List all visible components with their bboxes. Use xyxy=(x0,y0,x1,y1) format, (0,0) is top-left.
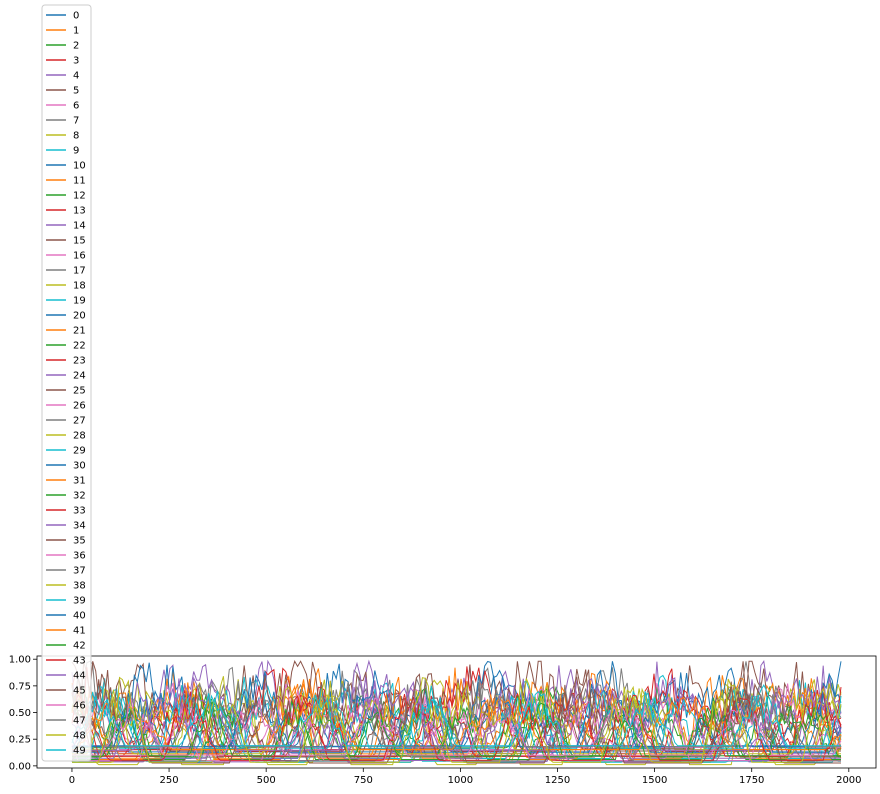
legend-label-6: 6 xyxy=(73,101,79,112)
x-tick-label: 500 xyxy=(257,775,276,786)
legend-label-1: 1 xyxy=(73,26,79,37)
x-tick-label: 1250 xyxy=(545,775,570,786)
legend: 0123456789101112131415161718192021222324… xyxy=(41,4,92,762)
legend-label-30: 30 xyxy=(73,461,86,472)
legend-label-33: 33 xyxy=(73,506,86,517)
legend-label-44: 44 xyxy=(73,671,86,682)
y-tick-label: 1.00 xyxy=(9,655,31,666)
series-line-43 xyxy=(71,692,842,761)
legend-label-19: 19 xyxy=(73,296,86,307)
y-tick-label: 0.00 xyxy=(9,761,31,772)
legend-label-22: 22 xyxy=(73,341,86,352)
legend-label-47: 47 xyxy=(73,716,86,727)
series-line-20 xyxy=(72,663,842,747)
legend-label-36: 36 xyxy=(73,551,86,562)
series-layer xyxy=(71,659,842,766)
legend-label-9: 9 xyxy=(73,146,79,157)
legend-label-39: 39 xyxy=(73,596,86,607)
x-tick-label: 750 xyxy=(354,775,373,786)
x-tick-label: 2000 xyxy=(836,775,861,786)
legend-label-15: 15 xyxy=(73,236,86,247)
x-tick-label: 1000 xyxy=(448,775,473,786)
legend-label-18: 18 xyxy=(73,281,86,292)
legend-label-7: 7 xyxy=(73,116,79,127)
legend-label-46: 46 xyxy=(73,701,86,712)
series-line-48 xyxy=(72,676,842,763)
series-line-49 xyxy=(71,690,841,747)
plot-frame xyxy=(36,655,877,769)
legend-label-4: 4 xyxy=(73,71,79,82)
legend-label-3: 3 xyxy=(73,56,79,67)
legend-label-16: 16 xyxy=(73,251,86,262)
y-tick-label: 0.50 xyxy=(9,708,31,719)
legend-label-25: 25 xyxy=(73,386,86,397)
series-line-30 xyxy=(72,696,842,753)
x-tick-label: 0 xyxy=(69,775,75,786)
legend-box xyxy=(41,4,92,762)
series-line-39 xyxy=(72,684,842,749)
series-line-21 xyxy=(71,679,842,755)
legend-label-0: 0 xyxy=(73,11,79,22)
legend-label-8: 8 xyxy=(73,131,79,142)
legend-label-27: 27 xyxy=(73,416,86,427)
series-line-17 xyxy=(72,679,842,757)
series-line-8 xyxy=(71,690,842,766)
y-tick-label: 0.75 xyxy=(9,681,31,692)
legend-label-10: 10 xyxy=(73,161,86,172)
legend-label-43: 43 xyxy=(73,656,86,667)
legend-label-49: 49 xyxy=(73,746,86,757)
legend-label-37: 37 xyxy=(73,566,86,577)
legend-label-5: 5 xyxy=(73,86,79,97)
legend-label-12: 12 xyxy=(73,191,86,202)
legend-label-40: 40 xyxy=(73,611,86,622)
series-line-41 xyxy=(72,692,842,750)
legend-label-23: 23 xyxy=(73,356,86,367)
legend-label-31: 31 xyxy=(73,476,86,487)
legend-label-29: 29 xyxy=(73,446,86,457)
legend-label-11: 11 xyxy=(73,176,86,187)
legend-label-42: 42 xyxy=(73,641,86,652)
legend-label-13: 13 xyxy=(73,206,86,217)
legend-label-34: 34 xyxy=(73,521,86,532)
y-tick-label: 0.25 xyxy=(9,735,31,746)
legend-label-45: 45 xyxy=(73,686,86,697)
legend-label-21: 21 xyxy=(73,326,86,337)
legend-label-14: 14 xyxy=(73,221,86,232)
series-line-47 xyxy=(71,681,841,748)
x-tick-label: 250 xyxy=(160,775,179,786)
legend-label-24: 24 xyxy=(73,371,86,382)
legend-label-20: 20 xyxy=(73,311,86,322)
x-tick-label: 1750 xyxy=(739,775,764,786)
legend-label-48: 48 xyxy=(73,731,86,742)
legend-label-38: 38 xyxy=(73,581,86,592)
legend-label-26: 26 xyxy=(73,401,86,412)
series-line-38 xyxy=(72,679,841,755)
legend-label-17: 17 xyxy=(73,266,86,277)
legend-label-41: 41 xyxy=(73,626,86,637)
legend-label-2: 2 xyxy=(73,41,79,52)
x-tick-label: 1500 xyxy=(642,775,667,786)
legend-label-35: 35 xyxy=(73,536,86,547)
series-line-45 xyxy=(71,669,841,764)
legend-label-32: 32 xyxy=(73,491,86,502)
legend-label-28: 28 xyxy=(73,431,86,442)
series-line-40 xyxy=(72,660,842,748)
axes-layer: 0 250 500 750 1000 1250 1500 1750 2000 0.00 0.25 0.… xyxy=(9,655,862,786)
